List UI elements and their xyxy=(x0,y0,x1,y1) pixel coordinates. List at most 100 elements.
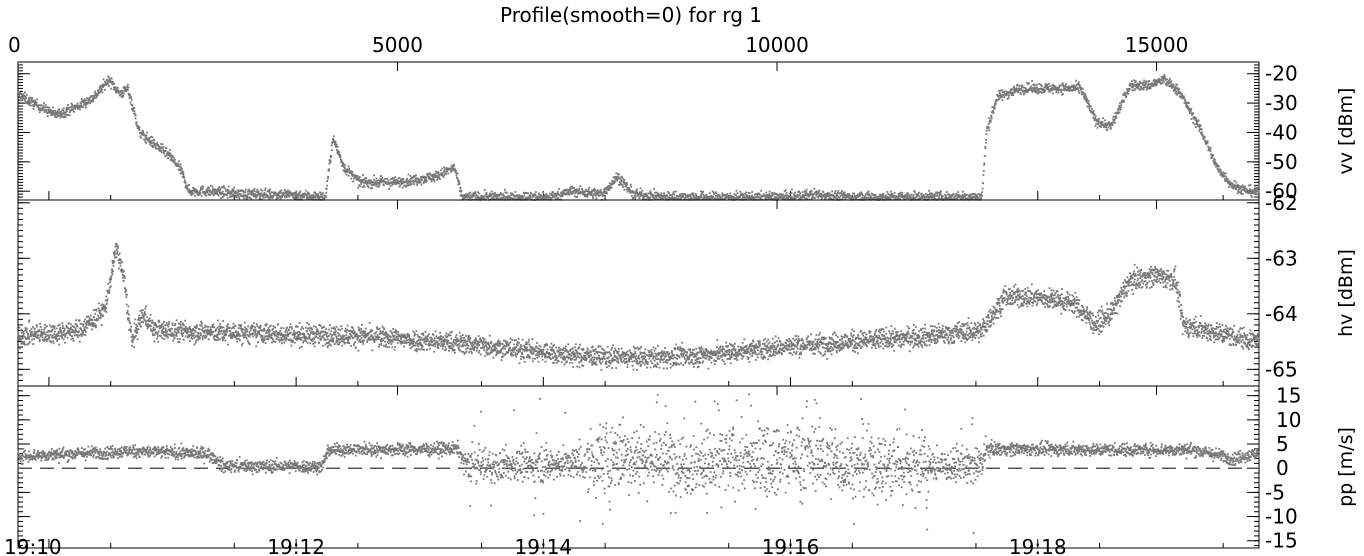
data-point xyxy=(151,136,154,139)
data-point xyxy=(332,138,335,140)
data-point xyxy=(406,177,409,180)
data-point xyxy=(1059,84,1062,87)
data-point xyxy=(147,323,150,326)
data-point xyxy=(462,195,464,197)
data-point xyxy=(1219,169,1222,171)
data-point xyxy=(119,258,121,260)
data-point xyxy=(148,317,151,320)
data-point xyxy=(95,95,98,98)
data-point xyxy=(57,334,59,337)
data-point xyxy=(82,106,85,109)
data-point xyxy=(668,192,670,194)
data-point xyxy=(659,196,662,199)
data-point xyxy=(73,105,76,108)
data-point xyxy=(942,195,944,198)
data-point xyxy=(642,198,644,201)
data-point xyxy=(242,189,245,192)
data-point xyxy=(135,323,138,326)
data-point xyxy=(672,191,675,193)
data-point xyxy=(1176,83,1179,86)
data-point xyxy=(54,114,56,117)
data-point xyxy=(604,192,607,195)
data-point xyxy=(349,171,352,174)
data-point xyxy=(221,190,224,193)
data-point xyxy=(92,100,94,103)
data-point xyxy=(84,104,87,107)
data-point xyxy=(214,191,217,194)
data-point xyxy=(302,193,305,195)
data-point xyxy=(983,162,986,165)
data-point xyxy=(613,180,616,183)
data-point xyxy=(163,152,166,155)
data-point xyxy=(496,193,499,196)
data-point xyxy=(1238,191,1241,194)
data-point xyxy=(679,195,682,198)
top-axis-tick-label: 15000 xyxy=(1125,33,1189,57)
data-point xyxy=(250,197,253,200)
data-point xyxy=(588,186,591,189)
data-point xyxy=(80,335,83,337)
data-point xyxy=(293,198,296,200)
data-point xyxy=(688,194,690,197)
data-point xyxy=(158,146,161,149)
data-point xyxy=(100,85,102,88)
data-point xyxy=(48,324,51,327)
data-point xyxy=(454,171,457,174)
data-point xyxy=(186,186,188,189)
data-point xyxy=(443,170,446,173)
data-point xyxy=(1217,170,1220,173)
data-point xyxy=(432,176,434,179)
data-point xyxy=(108,85,110,88)
data-point xyxy=(308,192,311,195)
data-point xyxy=(34,333,37,336)
data-point xyxy=(495,197,498,200)
data-point xyxy=(28,97,30,99)
data-point xyxy=(459,186,462,189)
data-point xyxy=(413,176,416,178)
data-point xyxy=(418,179,421,182)
bottom-axis-tick-labels: 19:10 19:12 19:14 19:16 19:18 xyxy=(4,535,1067,556)
data-point xyxy=(463,197,466,200)
data-point xyxy=(119,264,122,267)
data-point xyxy=(593,188,595,191)
data-point xyxy=(672,192,674,195)
data-point xyxy=(319,191,322,194)
data-point xyxy=(602,194,605,197)
data-point xyxy=(312,194,315,197)
data-point xyxy=(289,191,292,194)
data-point xyxy=(62,109,65,112)
data-point xyxy=(23,98,26,101)
data-point xyxy=(203,193,206,196)
data-point xyxy=(371,186,374,189)
data-point xyxy=(198,191,200,194)
data-point xyxy=(499,197,501,200)
data-point xyxy=(386,183,389,186)
data-point xyxy=(379,177,382,180)
data-point xyxy=(292,196,294,199)
data-point xyxy=(493,195,496,198)
data-point xyxy=(44,106,46,109)
data-point xyxy=(82,323,85,326)
data-point xyxy=(65,110,68,113)
data-point xyxy=(1051,83,1054,86)
data-point xyxy=(1127,92,1130,95)
data-point xyxy=(636,191,638,194)
data-point xyxy=(84,334,87,337)
data-point xyxy=(249,196,251,199)
data-point xyxy=(583,193,586,195)
data-point xyxy=(61,336,63,339)
data-point xyxy=(451,167,454,169)
data-point xyxy=(1248,184,1250,187)
data-point xyxy=(1000,94,1003,97)
data-point xyxy=(228,195,231,198)
data-point xyxy=(1047,87,1049,90)
data-point xyxy=(612,176,615,179)
data-point xyxy=(760,189,763,192)
data-point xyxy=(1062,93,1064,95)
data-point xyxy=(239,190,242,193)
data-point xyxy=(409,181,412,183)
data-point xyxy=(175,162,178,165)
data-point xyxy=(336,145,339,148)
data-point xyxy=(294,195,297,197)
data-point xyxy=(499,193,502,196)
